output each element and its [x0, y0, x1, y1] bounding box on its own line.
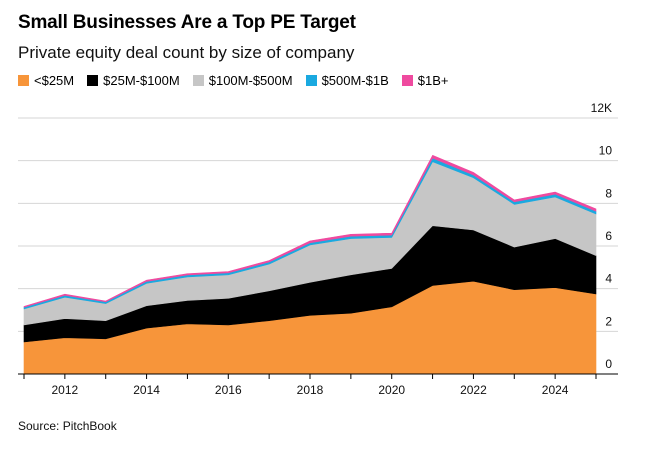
legend-label: $100M-$500M — [208, 73, 293, 88]
legend-label: $1B+ — [417, 73, 449, 88]
legend-swatch — [401, 75, 413, 86]
y-tick-label: 12K — [591, 101, 612, 115]
legend: <$25M $25M-$100M $100M-$500M $500M-$1B $… — [18, 73, 462, 88]
legend-swatch — [192, 75, 204, 86]
legend-item-1b-plus: $1B+ — [401, 73, 449, 88]
legend-item-100m-500m: $100M-$500M — [192, 73, 293, 88]
area-series-4 — [23, 155, 597, 308]
legend-item-500m-1b: $500M-$1B — [305, 73, 389, 88]
legend-swatch — [87, 75, 99, 86]
y-tick-label: 8 — [605, 186, 612, 200]
x-tick-label: 2024 — [542, 383, 569, 397]
axes: 2012 2014 2016 2018 2020 2022 2024 12K 0 2 4 6 8 10 — [18, 101, 618, 397]
x-tick-label: 2014 — [133, 383, 160, 397]
chart-title: Small Businesses Are a Top PE Target — [18, 12, 356, 33]
y-tick-label: 2 — [605, 314, 612, 328]
x-tick-label: 2016 — [215, 383, 242, 397]
y-tick-label: 4 — [605, 272, 612, 286]
x-tick-label: 2018 — [297, 383, 324, 397]
x-tick-label: 2012 — [52, 383, 79, 397]
source-note: Source: PitchBook — [18, 419, 117, 433]
x-tick-label: 2020 — [378, 383, 405, 397]
chart-subtitle: Private equity deal count by size of com… — [18, 43, 355, 62]
legend-item-under-25m: <$25M — [18, 73, 74, 88]
legend-label: $25M-$100M — [103, 73, 180, 88]
stacked-areas — [23, 155, 597, 375]
y-tick-label: 6 — [605, 229, 612, 243]
legend-swatch — [18, 75, 29, 86]
y-tick-label: 10 — [599, 144, 613, 158]
y-tick-label: 0 — [605, 357, 612, 371]
legend-item-25m-100m: $25M-$100M — [87, 73, 180, 88]
legend-swatch — [305, 75, 317, 86]
legend-label: $500M-$1B — [321, 73, 389, 88]
x-tick-label: 2022 — [460, 383, 487, 397]
legend-label: <$25M — [34, 73, 75, 88]
